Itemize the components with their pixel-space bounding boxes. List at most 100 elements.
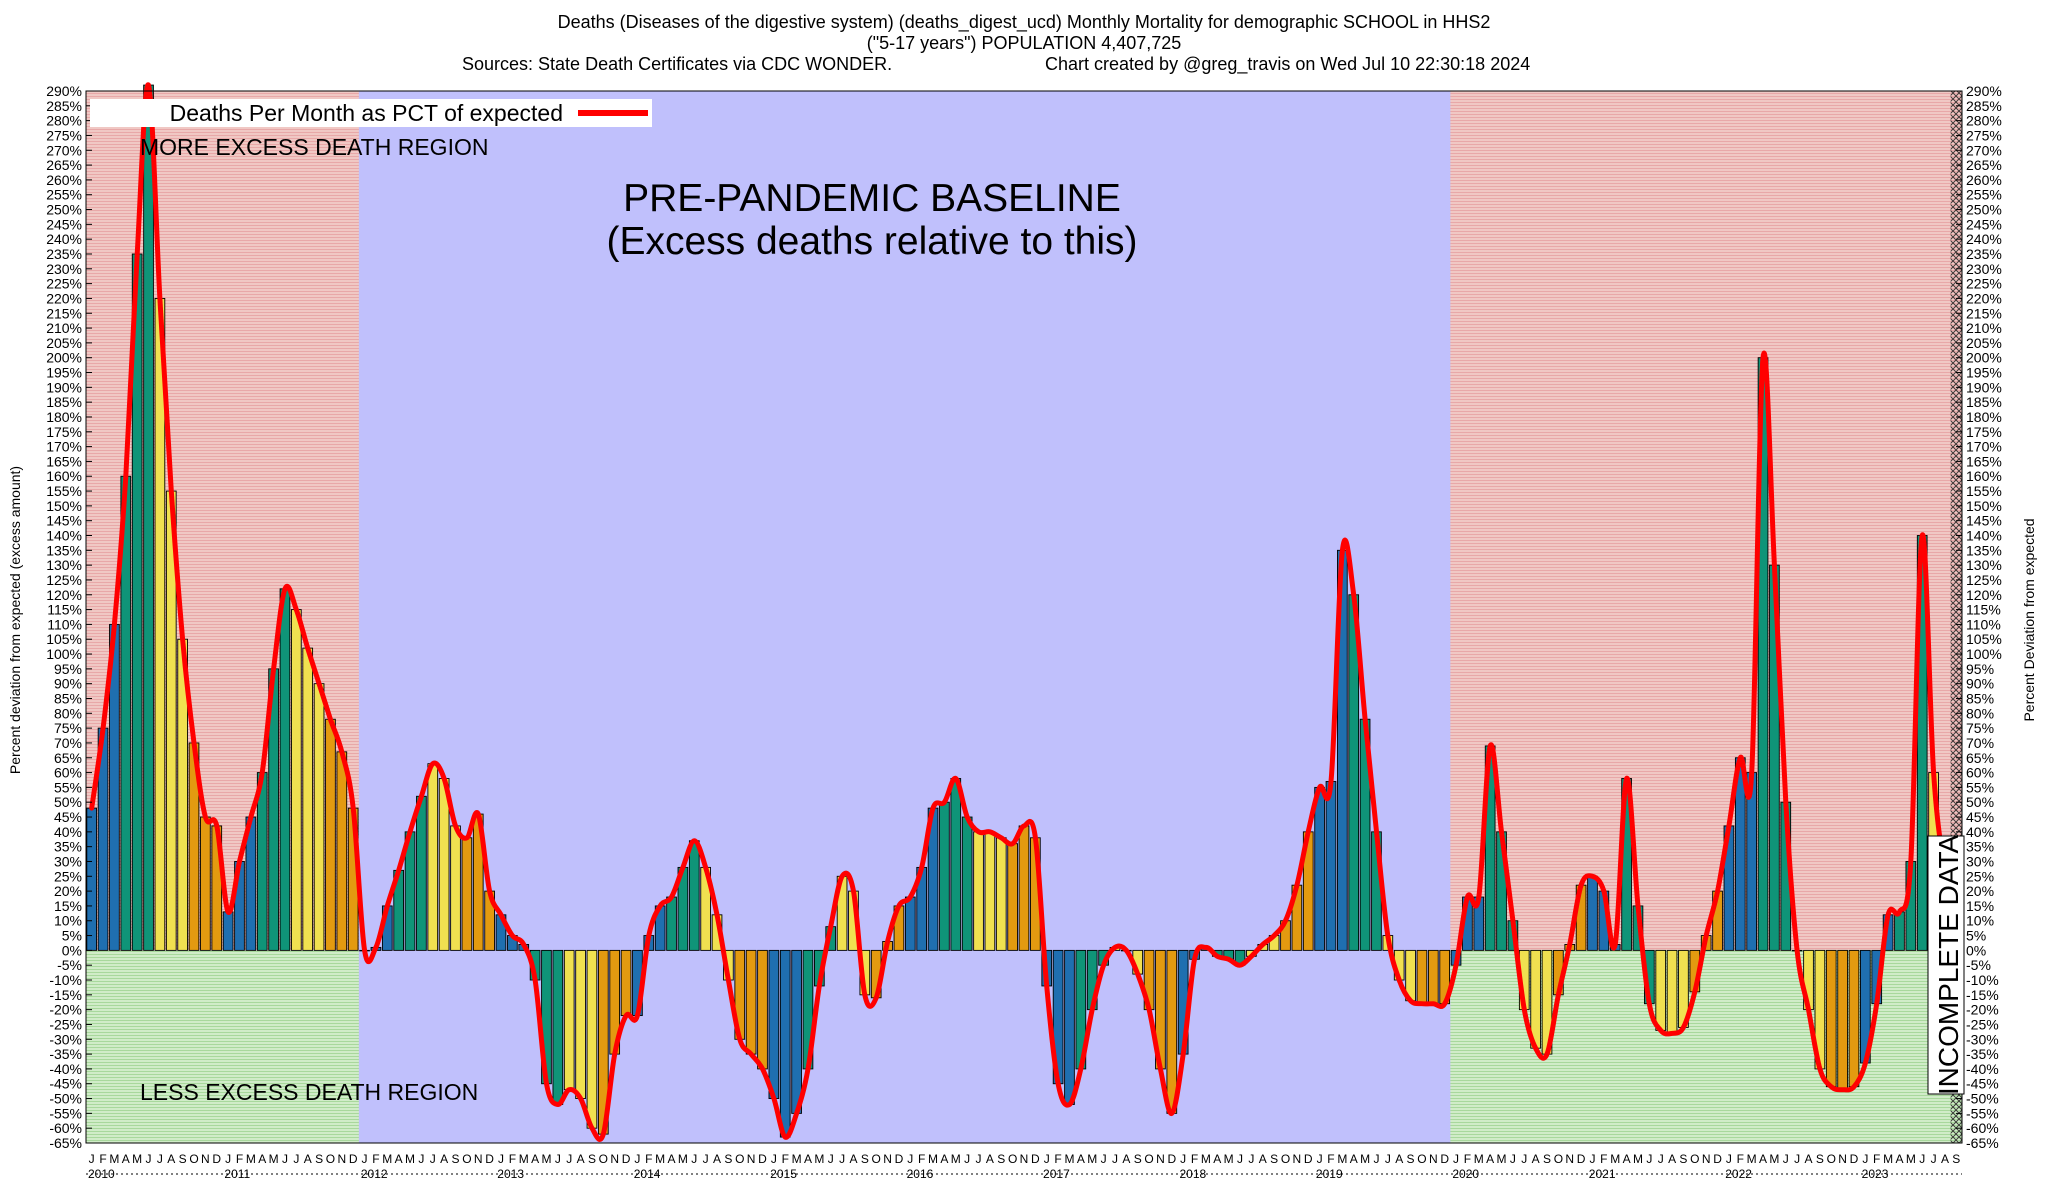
x-tick-month-label: S — [1816, 1152, 1824, 1166]
y-tick-label-right: 270% — [1966, 142, 2002, 158]
x-tick-month-label: S — [1407, 1152, 1415, 1166]
x-tick-month-label: M — [928, 1152, 938, 1166]
x-tick-month-label: A — [1623, 1152, 1631, 1166]
bar-77 — [961, 816, 973, 951]
y-tick-label-right: 75% — [1966, 720, 1994, 736]
y-tick-label-right: 285% — [1966, 98, 2002, 114]
y-tick-label-right: 235% — [1966, 246, 2002, 262]
y-tick-label-left: 170% — [46, 439, 82, 455]
y-tick-label-right: 10% — [1966, 913, 1994, 929]
y-tick-label-right: 105% — [1966, 631, 2002, 647]
y-tick-label-right: 280% — [1966, 113, 2002, 129]
x-tick-month-label: A — [258, 1152, 266, 1166]
y-tick-label-right: -40% — [1966, 1061, 1999, 1077]
x-tick-month-label: S — [861, 1152, 869, 1166]
y-tick-label-left: 270% — [46, 142, 82, 158]
x-tick-month-label: J — [1385, 1152, 1391, 1166]
y-tick-label-left: 275% — [46, 127, 82, 143]
y-tick-label-right: 110% — [1966, 616, 2001, 632]
x-tick-month-label: D — [349, 1152, 358, 1166]
y-tick-label-left: 220% — [46, 290, 82, 306]
bar-79 — [984, 831, 996, 951]
x-tick-month-label: D — [1304, 1152, 1313, 1166]
y-tick-label-right: 150% — [1966, 498, 2002, 514]
x-tick-month-label: D — [895, 1152, 904, 1166]
x-tick-month-label: N — [1702, 1152, 1711, 1166]
x-tick-month-label: D — [212, 1152, 221, 1166]
bar-51 — [666, 896, 677, 951]
x-tick-month-label: F — [782, 1152, 789, 1166]
x-tick-month-label: S — [1134, 1152, 1142, 1166]
x-tick-month-label: F — [1464, 1152, 1471, 1166]
x-tick-month-label: M — [269, 1152, 279, 1166]
y-tick-label-right: 45% — [1966, 809, 1994, 825]
bar-61 — [779, 949, 791, 1138]
y-tick-label-left: -50% — [49, 1091, 82, 1107]
x-tick-month-label: J — [1237, 1152, 1243, 1166]
x-tick-month-label: N — [474, 1152, 483, 1166]
y-tick-label-right: 35% — [1966, 839, 1994, 855]
x-tick-month-label: M — [1360, 1152, 1370, 1166]
x-tick-month-label: O — [1554, 1152, 1563, 1166]
y-tick-label-left: 85% — [54, 690, 82, 706]
x-tick-month-label: J — [555, 1152, 561, 1166]
bar-153 — [1825, 949, 1837, 1088]
x-tick-month-label: F — [1191, 1152, 1198, 1166]
x-tick-month-label: M — [109, 1152, 119, 1166]
less-excess-region-label: LESS EXCESS DEATH REGION — [140, 1079, 478, 1105]
x-tick-month-label: J — [1783, 1152, 1789, 1166]
x-tick-month-label: M — [1224, 1152, 1234, 1166]
x-tick-month-label: J — [430, 1152, 436, 1166]
x-tick-month-label: M — [678, 1152, 688, 1166]
y-tick-label-left: 20% — [54, 883, 82, 899]
y-tick-label-right: -45% — [1966, 1076, 1999, 1092]
bar-21 — [325, 718, 336, 951]
x-tick-month-label: F — [1600, 1152, 1607, 1166]
bar-20 — [313, 683, 325, 951]
x-tick-month-label: D — [1713, 1152, 1722, 1166]
y-tick-label-right: 65% — [1966, 750, 1994, 766]
y-tick-label-left: 65% — [54, 750, 82, 766]
x-tick-month-label: J — [1248, 1152, 1254, 1166]
bar-159 — [1894, 911, 1905, 951]
y-tick-label-left: -5% — [57, 957, 82, 973]
bar-118 — [1427, 949, 1439, 1005]
y-tick-label-left: 280% — [46, 113, 82, 129]
y-tick-label-left: 160% — [46, 468, 82, 484]
x-tick-month-label: J — [1658, 1152, 1664, 1166]
x-tick-month-label: J — [907, 1152, 913, 1166]
y-tick-label-right: 120% — [1966, 587, 2002, 603]
x-tick-month-label: O — [1144, 1152, 1153, 1166]
y-tick-label-left: 175% — [46, 424, 82, 440]
x-tick-month-label: A — [577, 1152, 585, 1166]
y-tick-label-left: -15% — [49, 987, 82, 1003]
y-tick-label-right: 15% — [1966, 898, 1994, 914]
x-tick-month-label: S — [1543, 1152, 1551, 1166]
x-tick-month-label: F — [1737, 1152, 1744, 1166]
y-tick-label-right: -15% — [1966, 987, 1999, 1003]
x-tick-month-label: O — [189, 1152, 198, 1166]
y-tick-label-left: 125% — [46, 572, 82, 588]
y-tick-label-left: -60% — [49, 1120, 82, 1136]
y-tick-label-left: 60% — [54, 765, 82, 781]
x-tick-month-label: A — [1759, 1152, 1767, 1166]
more-excess-region-label: MORE EXCESS DEATH REGION — [140, 134, 488, 160]
y-tick-label-right: -25% — [1966, 1016, 1999, 1032]
x-tick-month-label: D — [485, 1152, 494, 1166]
y-tick-label-left: 15% — [54, 898, 82, 914]
x-tick-month-label: M — [1337, 1152, 1347, 1166]
x-tick-month-label: J — [89, 1152, 95, 1166]
x-tick-month-label: J — [1919, 1152, 1925, 1166]
x-tick-month-label: O — [599, 1152, 608, 1166]
bar-41 — [552, 949, 564, 1105]
x-tick-month-label: O — [735, 1152, 744, 1166]
x-tick-month-label: N — [1156, 1152, 1165, 1166]
incomplete-label-box — [1927, 835, 1965, 1095]
x-tick-month-label: A — [668, 1152, 676, 1166]
x-tick-month-label: D — [1440, 1152, 1449, 1166]
y-tick-label-right: -20% — [1966, 1002, 1999, 1018]
y-tick-label-right: 290% — [1966, 83, 2002, 99]
y-axis-label-left: Percent deviation from expected (excess … — [7, 466, 23, 774]
y-tick-label-left: 150% — [46, 498, 82, 514]
x-tick-month-label: M — [1633, 1152, 1643, 1166]
